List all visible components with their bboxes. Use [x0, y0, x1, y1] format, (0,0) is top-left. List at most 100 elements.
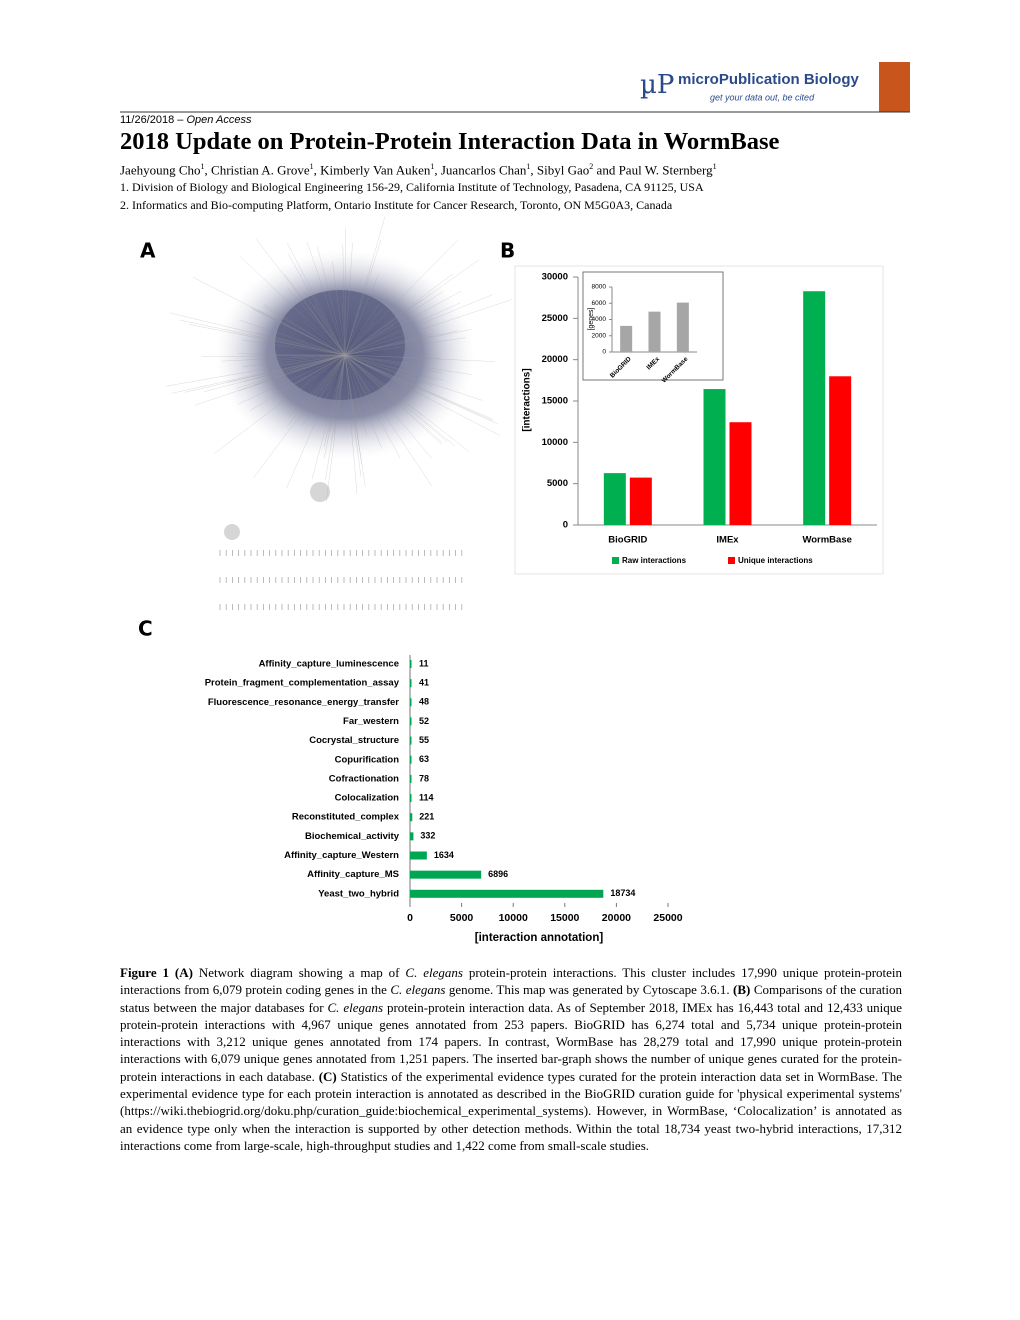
network-edge [249, 354, 346, 411]
y-tick-label: 0 [563, 520, 568, 531]
network-edge [342, 302, 346, 356]
caption-text: Statistics of the experimental evidence … [120, 1068, 902, 1153]
network-edge [192, 276, 346, 356]
author-name: Paul W. Sternberg [618, 162, 713, 178]
network-edge [344, 354, 369, 388]
x-tick-label: 25000 [653, 912, 682, 924]
legend-swatch [728, 557, 735, 564]
network-edge [344, 354, 371, 392]
y-tick-label: Affinity_capture_Western [284, 850, 399, 861]
network-edge [221, 354, 346, 362]
y-tick-label: Affinity_capture_luminescence [259, 659, 399, 670]
network-edge [236, 354, 346, 389]
y-tick-label: Cocrystal_structure [309, 735, 399, 746]
network-edge [344, 354, 443, 374]
y-tick-label: 5000 [547, 478, 568, 489]
network-edge [325, 354, 346, 480]
y-tick-label: Fluorescence_resonance_energy_transfer [208, 697, 399, 708]
bar [410, 832, 414, 841]
bar [676, 302, 689, 352]
affiliation: 2. Informatics and Bio-computing Platfor… [120, 198, 673, 212]
x-axis-label: [interaction annotation] [475, 932, 604, 944]
date: 11/26/2018 – [120, 114, 184, 126]
network-edge [344, 309, 382, 356]
panel-label: A [140, 239, 156, 263]
network-edge [256, 238, 346, 356]
bar [410, 774, 412, 783]
date-line: 11/26/2018 – Open Access [120, 114, 252, 126]
value-label: 221 [419, 812, 434, 822]
network-edge [344, 354, 433, 488]
network-edge [344, 239, 459, 356]
y-tick-label: Copurification [335, 754, 400, 765]
network-edge [344, 354, 496, 362]
network-edge [344, 354, 433, 459]
network-edge [342, 244, 346, 356]
y-tick-label: Biochemical_activity [305, 831, 400, 842]
bar [620, 325, 633, 352]
bar [410, 889, 604, 898]
author-affiliation: 1 [309, 162, 314, 171]
bar [410, 717, 412, 726]
network-edge [264, 354, 346, 362]
bar [410, 698, 412, 707]
bar [410, 755, 412, 764]
network-edge [344, 325, 395, 356]
authors: Jaehyoung Cho1, Christian A. Grove1, Kim… [120, 162, 717, 178]
y-tick-label: Reconstituted_complex [292, 812, 400, 823]
author-separator: , [204, 162, 212, 178]
y-tick-label: Colocalization [335, 793, 400, 804]
network-edge [179, 319, 346, 356]
bar [829, 376, 852, 525]
y-tick-label: 0 [602, 349, 606, 356]
value-label: 78 [419, 773, 429, 783]
network-edge [344, 354, 369, 395]
network-edge [286, 354, 346, 489]
network-edge [306, 354, 346, 382]
value-label: 114 [419, 792, 434, 802]
bar [410, 851, 427, 860]
caption-text: protein-protein interaction data. As of … [120, 999, 902, 1084]
network-edge [344, 354, 494, 420]
bar [410, 660, 412, 668]
network-edge [344, 337, 466, 356]
bar [410, 736, 412, 745]
y-tick-label: Cofractionation [329, 773, 399, 784]
x-tick-label: 5000 [450, 912, 474, 924]
caption-text: C. elegans [327, 999, 384, 1015]
y-tick-label: 4000 [592, 316, 607, 323]
bar [729, 422, 752, 525]
y-tick-label: 10000 [542, 437, 568, 448]
network-edge [253, 354, 346, 478]
network-edge [302, 354, 346, 426]
y-tick-label: 2000 [592, 332, 607, 339]
access: Open Access [186, 114, 252, 126]
network-edge [227, 354, 346, 383]
legend-swatch [612, 557, 619, 564]
network-edge [337, 354, 346, 420]
network-edge [344, 290, 462, 356]
author-name: Kimberly Van Auken [320, 162, 431, 178]
network-edge [344, 291, 443, 356]
value-label: 332 [420, 831, 435, 841]
caption-text: (B) [733, 982, 751, 998]
network-edge [344, 242, 353, 356]
network-edge [344, 354, 412, 364]
network-edge [306, 241, 346, 356]
network-edge [344, 354, 358, 494]
y-tick-label: Yeast_two_hybrid [318, 888, 399, 899]
bar [410, 794, 412, 803]
caption-text: Network diagram showing a map of [192, 965, 406, 980]
y-tick-label: 8000 [592, 284, 607, 291]
network-edge [287, 253, 346, 356]
caption: Figure 1 (A) Network diagram showing a m… [120, 964, 902, 1154]
network-edge [291, 354, 346, 357]
network-edge [344, 354, 472, 375]
logo-block [879, 62, 910, 112]
network-edge [344, 354, 380, 422]
logo-mark: µP [640, 70, 674, 100]
network-edge [242, 339, 346, 356]
caption-text: C. elegans [405, 965, 463, 980]
author-name: Jaehyoung Cho [120, 162, 201, 178]
